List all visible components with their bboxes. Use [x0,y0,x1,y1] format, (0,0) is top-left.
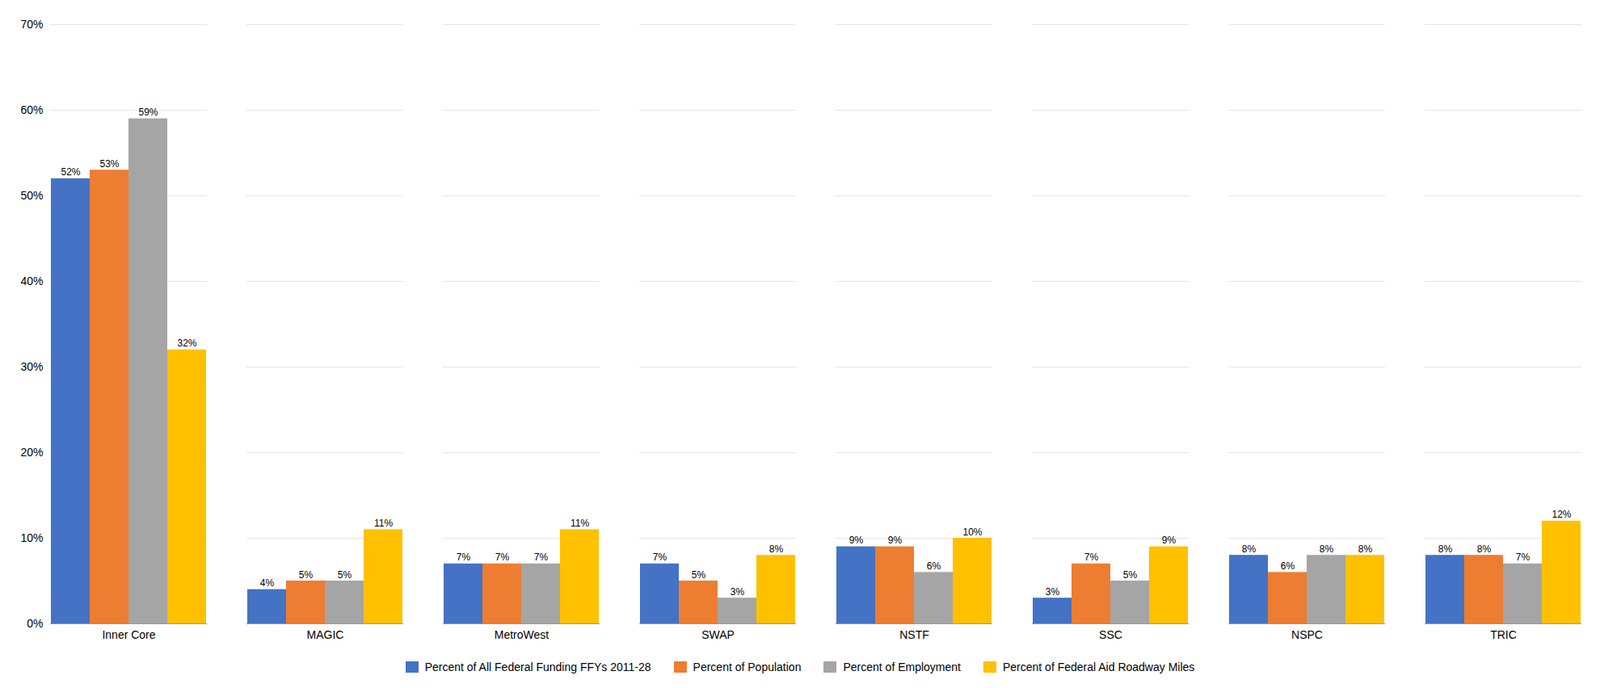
svg-text:53%: 53% [99,158,119,170]
svg-text:3%: 3% [730,586,746,598]
svg-text:70%: 70% [20,17,43,31]
svg-text:40%: 40% [20,274,43,288]
svg-text:20%: 20% [20,446,43,459]
svg-text:NSTF: NSTF [899,628,930,642]
svg-text:Inner Core: Inner Core [101,628,156,642]
html-text:Percent of Population: Percent of Population [693,661,802,674]
svg-text:5%: 5% [691,569,707,582]
svg-text:NSPC: NSPC [1291,628,1323,642]
svg-text:SSC: SSC [1098,628,1123,642]
svg-text:MAGIC: MAGIC [307,628,345,642]
svg-text:SWAP: SWAP [701,628,735,642]
svg-text:8%: 8% [1477,543,1492,556]
svg-text:5%: 5% [337,569,353,582]
svg-text:52%: 52% [60,166,80,178]
svg-text:59%: 59% [138,106,158,118]
svg-text:10%: 10% [962,526,982,539]
svg-text:7%: 7% [1515,551,1531,564]
svg-text:9%: 9% [849,534,864,547]
svg-text:7%: 7% [652,551,668,564]
svg-text:8%: 8% [1358,543,1373,556]
html-text:Percent of All Federal Funding: Percent of All Federal Funding FFYs 2011… [424,661,651,674]
svg-text:7%: 7% [495,551,510,564]
svg-text:9%: 9% [888,534,903,547]
svg-text:7%: 7% [1084,551,1099,564]
svg-text:10%: 10% [20,531,43,545]
svg-text:30%: 30% [20,360,43,374]
svg-text:32%: 32% [176,337,197,350]
svg-text:5%: 5% [1123,569,1138,582]
svg-text:6%: 6% [1280,560,1296,573]
svg-text:11%: 11% [570,517,590,530]
svg-text:7%: 7% [534,551,549,564]
svg-text:8%: 8% [1319,543,1335,556]
svg-text:6%: 6% [926,560,942,573]
svg-text:12%: 12% [1551,509,1571,521]
svg-text:11%: 11% [374,517,393,530]
svg-text:3%: 3% [1045,586,1061,598]
svg-text:0%: 0% [26,617,43,631]
svg-text:60%: 60% [20,103,43,117]
svg-text:5%: 5% [298,569,314,582]
svg-text:9%: 9% [1162,534,1177,547]
svg-text:8%: 8% [769,543,784,556]
svg-text:8%: 8% [1438,543,1453,556]
svg-text:TRIC: TRIC [1490,628,1517,642]
svg-text:50%: 50% [20,189,43,203]
html-text:Percent of Federal Aid Roadway: Percent of Federal Aid Roadway Miles [1002,661,1195,674]
svg-text:MetroWest: MetroWest [494,628,550,642]
svg-text:7%: 7% [456,551,472,564]
svg-text:4%: 4% [260,577,275,590]
svg-text:8%: 8% [1242,543,1257,556]
html-text:Percent of Employment: Percent of Employment [843,661,961,674]
